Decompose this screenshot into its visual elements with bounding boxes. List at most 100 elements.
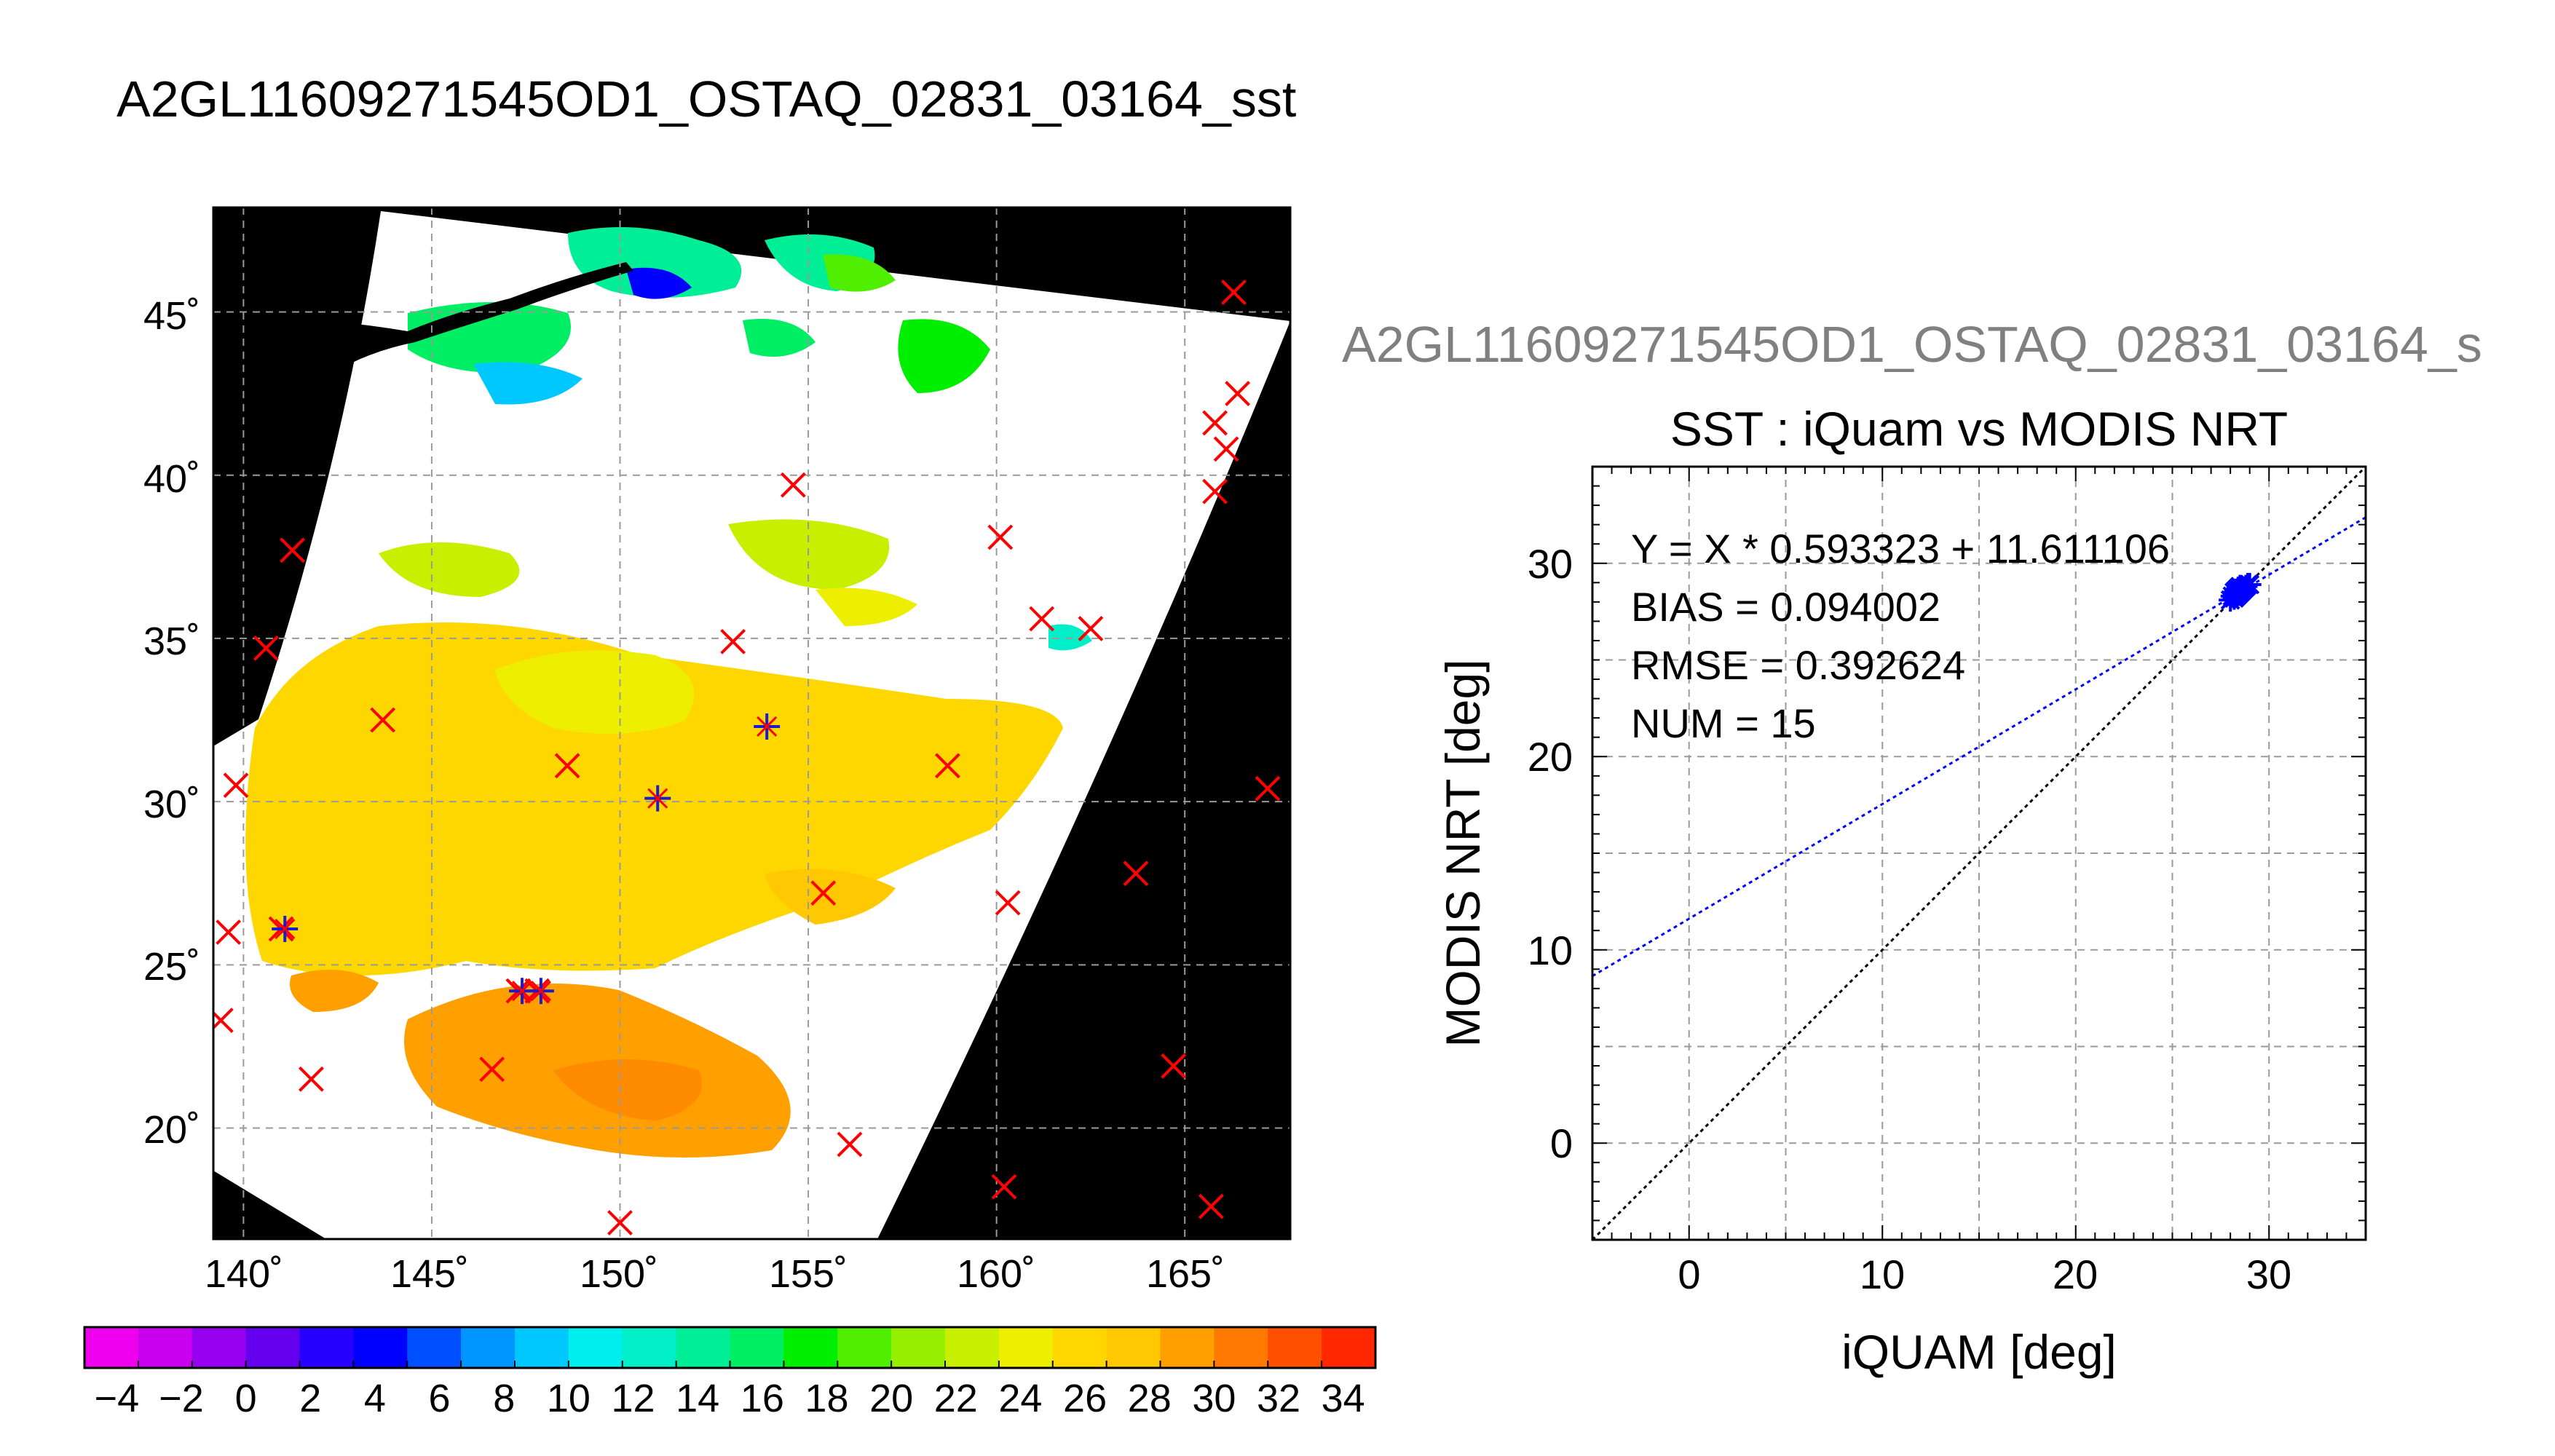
buoy-marker <box>987 524 1014 550</box>
match-marker <box>644 785 671 812</box>
colorbar-label: 16 <box>741 1377 784 1420</box>
lat-tick-label: 35˚ <box>143 620 200 663</box>
colorbar-segment <box>138 1327 193 1368</box>
colorbar-segment <box>191 1327 247 1368</box>
map-grid <box>213 207 1290 1239</box>
x-tick-label: 10 <box>1860 1251 1905 1297</box>
colorbar-segment <box>945 1327 1000 1368</box>
scatter-stats: Y = X * 0.593323 + 11.611106 BIAS = 0.09… <box>1631 526 2170 746</box>
colorbar: −4 −2 0 2 4 6 8 10 12 14 16 18 20 22 24 26 28 30 32 34 <box>83 1326 1377 1420</box>
map-frame <box>212 206 1292 1241</box>
colorbar-segment <box>783 1327 838 1368</box>
colorbar-segment <box>515 1327 569 1368</box>
colorbar-segment <box>245 1327 300 1368</box>
coastline <box>320 262 633 379</box>
colorbar-segment <box>676 1327 730 1368</box>
colorbar-label: 2 <box>299 1377 321 1420</box>
colorbar-segment <box>1052 1327 1107 1368</box>
stat-rmse: RMSE = 0.392624 <box>1631 642 1965 688</box>
colorbar-segment <box>837 1327 892 1368</box>
y-tick-label: 10 <box>1528 927 1573 973</box>
scatter-minor-ticks <box>1592 467 2366 1240</box>
colorbar-label: 30 <box>1192 1377 1236 1420</box>
scatter-x-ticks: 0 10 20 30 <box>1678 1251 2291 1297</box>
match-markers <box>272 713 781 1005</box>
map-panel <box>212 206 1292 1241</box>
buoy-marker <box>810 880 837 906</box>
colorbar-segment <box>1160 1327 1215 1368</box>
x-tick-label: 30 <box>2246 1251 2291 1297</box>
scatter-frame <box>1591 465 2367 1241</box>
scatter-points <box>2219 572 2262 612</box>
colorbar-segment <box>1214 1327 1268 1368</box>
buoy-marker <box>1123 860 1149 887</box>
buoy-marker <box>991 1174 1017 1200</box>
buoy-marker <box>1213 436 1239 462</box>
buoy-marker <box>280 537 306 563</box>
scatter-x-axis-title: iQUAM [deg] <box>1841 1325 2117 1379</box>
colorbar-label: 24 <box>998 1377 1042 1420</box>
y-tick-label: 20 <box>1528 734 1573 780</box>
colorbar-label: 10 <box>547 1377 591 1420</box>
buoy-marker <box>1221 280 1247 306</box>
colorbar-label: 22 <box>934 1377 978 1420</box>
buoy-marker <box>1198 1193 1224 1219</box>
buoy-marker <box>223 772 249 799</box>
colorbar-label: 0 <box>235 1377 257 1420</box>
buoy-marker <box>1078 616 1104 641</box>
scatter-title: SST : iQuam vs MODIS NRT <box>1670 402 2288 456</box>
lon-tick-label: 165˚ <box>1146 1252 1225 1296</box>
colorbar-label: −4 <box>95 1377 140 1420</box>
buoy-marker <box>780 472 806 498</box>
x-tick-label: 0 <box>1678 1251 1700 1297</box>
buoy-marker <box>1225 381 1251 407</box>
buoy-marker <box>253 635 279 661</box>
buoy-marker <box>213 1008 234 1033</box>
colorbar-label: 26 <box>1063 1377 1107 1420</box>
buoy-marker <box>1029 606 1055 632</box>
colorbar-ticks <box>137 1361 1323 1368</box>
map-lon-axis: 140˚ 145˚ 150˚ 155˚ 160˚ 165˚ <box>205 1252 1225 1296</box>
colorbar-label: 6 <box>429 1377 451 1420</box>
colorbar-label: 28 <box>1128 1377 1172 1420</box>
colorbar-segment <box>891 1327 946 1368</box>
map-title: A2GL11609271545OD1_OSTAQ_02831_03164_sst <box>117 71 1296 127</box>
buoy-marker <box>720 628 746 654</box>
colorbar-segment <box>1106 1327 1161 1368</box>
colorbar-segment <box>622 1327 677 1368</box>
colorbar-segment <box>353 1327 408 1368</box>
colorbar-segment <box>730 1327 784 1368</box>
lon-tick-label: 140˚ <box>205 1252 283 1296</box>
lat-tick-label: 45˚ <box>143 294 200 338</box>
stat-num: NUM = 15 <box>1631 700 1816 746</box>
buoy-marker <box>1161 1053 1187 1079</box>
match-marker <box>272 916 299 943</box>
scatter-y-axis-title: MODIS NRT [deg] <box>1436 659 1490 1047</box>
colorbar-label: 14 <box>676 1377 719 1420</box>
colorbar-segment <box>1322 1327 1376 1368</box>
buoy-marker <box>995 890 1021 916</box>
colorbar-segment <box>568 1327 623 1368</box>
match-marker <box>754 713 781 740</box>
colorbar-segment <box>1268 1327 1322 1368</box>
lat-tick-label: 30˚ <box>143 783 200 826</box>
buoy-marker <box>554 753 580 779</box>
buoy-marker <box>370 707 396 733</box>
colorbar-label: 32 <box>1257 1377 1300 1420</box>
buoy-marker <box>837 1131 863 1158</box>
colorbar-segment <box>299 1327 354 1368</box>
lat-tick-label: 40˚ <box>143 457 200 501</box>
colorbar-segment <box>407 1327 462 1368</box>
scatter-y-ticks: 0 10 20 30 <box>1528 541 1573 1166</box>
y-tick-label: 30 <box>1528 541 1573 587</box>
stat-bias: BIAS = 0.094002 <box>1631 584 1940 630</box>
lon-tick-label: 145˚ <box>390 1252 469 1296</box>
lon-tick-label: 150˚ <box>580 1252 658 1296</box>
lat-tick-label: 25˚ <box>143 945 200 989</box>
buoy-marker <box>1255 775 1281 802</box>
colorbar-label: 12 <box>611 1377 655 1420</box>
map-lat-axis: 20˚ 25˚ 30˚ 35˚ 40˚ 45˚ <box>143 294 200 1152</box>
colorbar-label: −2 <box>159 1377 204 1420</box>
colorbar-label: 4 <box>364 1377 386 1420</box>
buoy-marker <box>1202 478 1228 505</box>
